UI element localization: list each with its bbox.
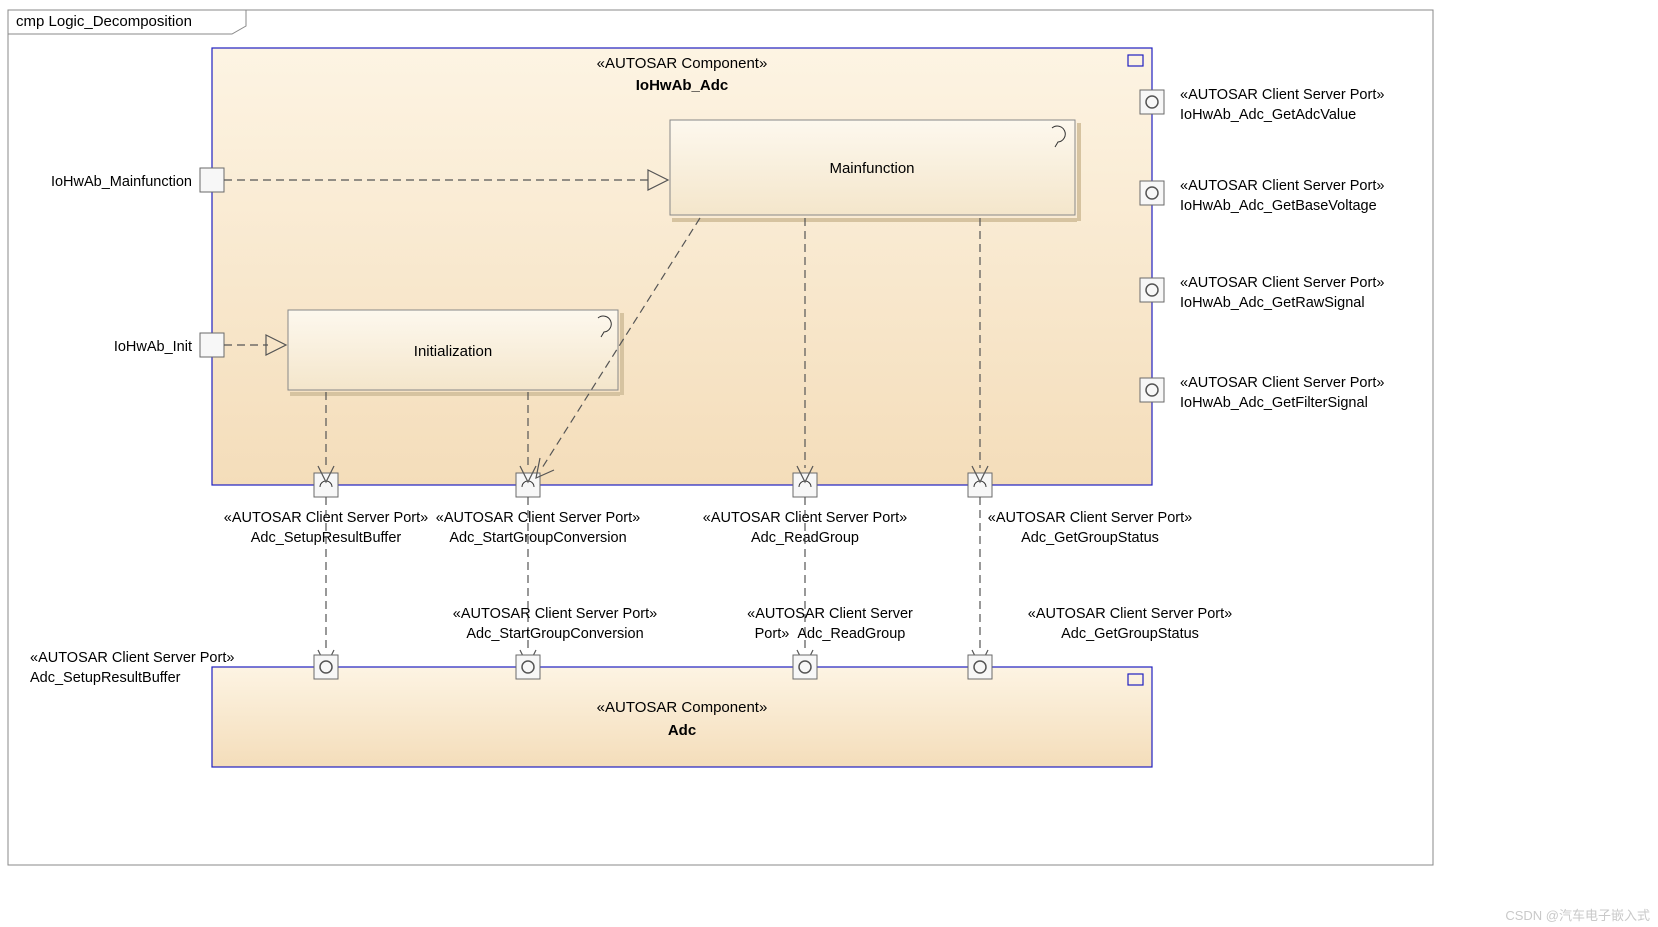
lower-start-stereo: «AUTOSAR Client Server Port» [453, 606, 657, 622]
lower-read-line1: «AUTOSAR Client Server [747, 606, 913, 622]
component-stereotype: «AUTOSAR Component» [597, 55, 768, 72]
svg-text:Adc_StartGroupConversion: Adc_StartGroupConversion [449, 530, 626, 546]
port-adc-2 [793, 655, 817, 679]
port-right-2: «AUTOSAR Client Server Port» IoHwAb_Adc_G… [1140, 275, 1384, 311]
initialization-block: Initialization [288, 310, 624, 396]
svg-text:«AUTOSAR Client Server Port»: «AUTOSAR Client Server Port» [988, 510, 1192, 526]
port-bottom-2 [793, 473, 817, 497]
svg-text:«AUTOSAR Client Server Port»: «AUTOSAR Client Server Port» [1180, 178, 1384, 194]
svg-text:IoHwAb_Adc_GetRawSignal: IoHwAb_Adc_GetRawSignal [1180, 295, 1365, 311]
svg-text:IoHwAb_Adc_GetFilterSignal: IoHwAb_Adc_GetFilterSignal [1180, 395, 1368, 411]
component-name: IoHwAb_Adc [636, 77, 729, 94]
adc-stereotype: «AUTOSAR Component» [597, 699, 768, 716]
lower-status-stereo: «AUTOSAR Client Server Port» [1028, 606, 1232, 622]
mainfunction-label: Mainfunction [829, 160, 914, 177]
lower-setup-name: Adc_SetupResultBuffer [30, 670, 181, 686]
port-right-1: «AUTOSAR Client Server Port» IoHwAb_Adc_G… [1140, 178, 1384, 214]
port-init: IoHwAb_Init [114, 333, 224, 357]
component-iohwab-adc: «AUTOSAR Component» IoHwAb_Adc [212, 48, 1152, 485]
svg-text:«AUTOSAR Client Server Port»: «AUTOSAR Client Server Port» [1180, 275, 1384, 291]
port-adc-3 [968, 655, 992, 679]
svg-text:«AUTOSAR Client Server Port»: «AUTOSAR Client Server Port» [436, 510, 640, 526]
port-right-0: «AUTOSAR Client Server Port» IoHwAb_Adc_G… [1140, 87, 1384, 123]
component-adc: «AUTOSAR Component» Adc [212, 667, 1152, 767]
port-right-3: «AUTOSAR Client Server Port» IoHwAb_Adc_G… [1140, 375, 1384, 411]
lower-status-name: Adc_GetGroupStatus [1061, 626, 1199, 642]
port-init-label: IoHwAb_Init [114, 339, 192, 355]
port-adc-0 [314, 655, 338, 679]
initialization-label: Initialization [414, 343, 492, 360]
port-mainfunction-label: IoHwAb_Mainfunction [51, 174, 192, 190]
port-bottom-0 [314, 473, 338, 497]
diagram-root: cmp Logic_Decomposition «AUTOSAR Compone… [0, 0, 1658, 927]
lower-start-name: Adc_StartGroupConversion [466, 626, 643, 642]
svg-text:IoHwAb_Adc_GetAdcValue: IoHwAb_Adc_GetAdcValue [1180, 107, 1356, 123]
port-adc-1 [516, 655, 540, 679]
lower-setup-stereo: «AUTOSAR Client Server Port» [30, 650, 234, 666]
adc-name: Adc [668, 722, 696, 739]
frame-label: cmp Logic_Decomposition [16, 13, 192, 30]
svg-text:IoHwAb_Adc_GetBaseVoltage: IoHwAb_Adc_GetBaseVoltage [1180, 198, 1377, 214]
svg-text:Adc_GetGroupStatus: Adc_GetGroupStatus [1021, 530, 1159, 546]
svg-text:«AUTOSAR Client Server Port»: «AUTOSAR Client Server Port» [1180, 375, 1384, 391]
watermark: CSDN @汽车电子嵌入式 [1505, 908, 1650, 923]
mainfunction-block: Mainfunction [670, 120, 1081, 222]
lower-read-line2: Port» Adc_ReadGroup [755, 626, 906, 642]
port-mainfunction: IoHwAb_Mainfunction [51, 168, 224, 192]
port-bottom-3 [968, 473, 992, 497]
svg-text:«AUTOSAR Client Server Port»: «AUTOSAR Client Server Port» [1180, 87, 1384, 103]
